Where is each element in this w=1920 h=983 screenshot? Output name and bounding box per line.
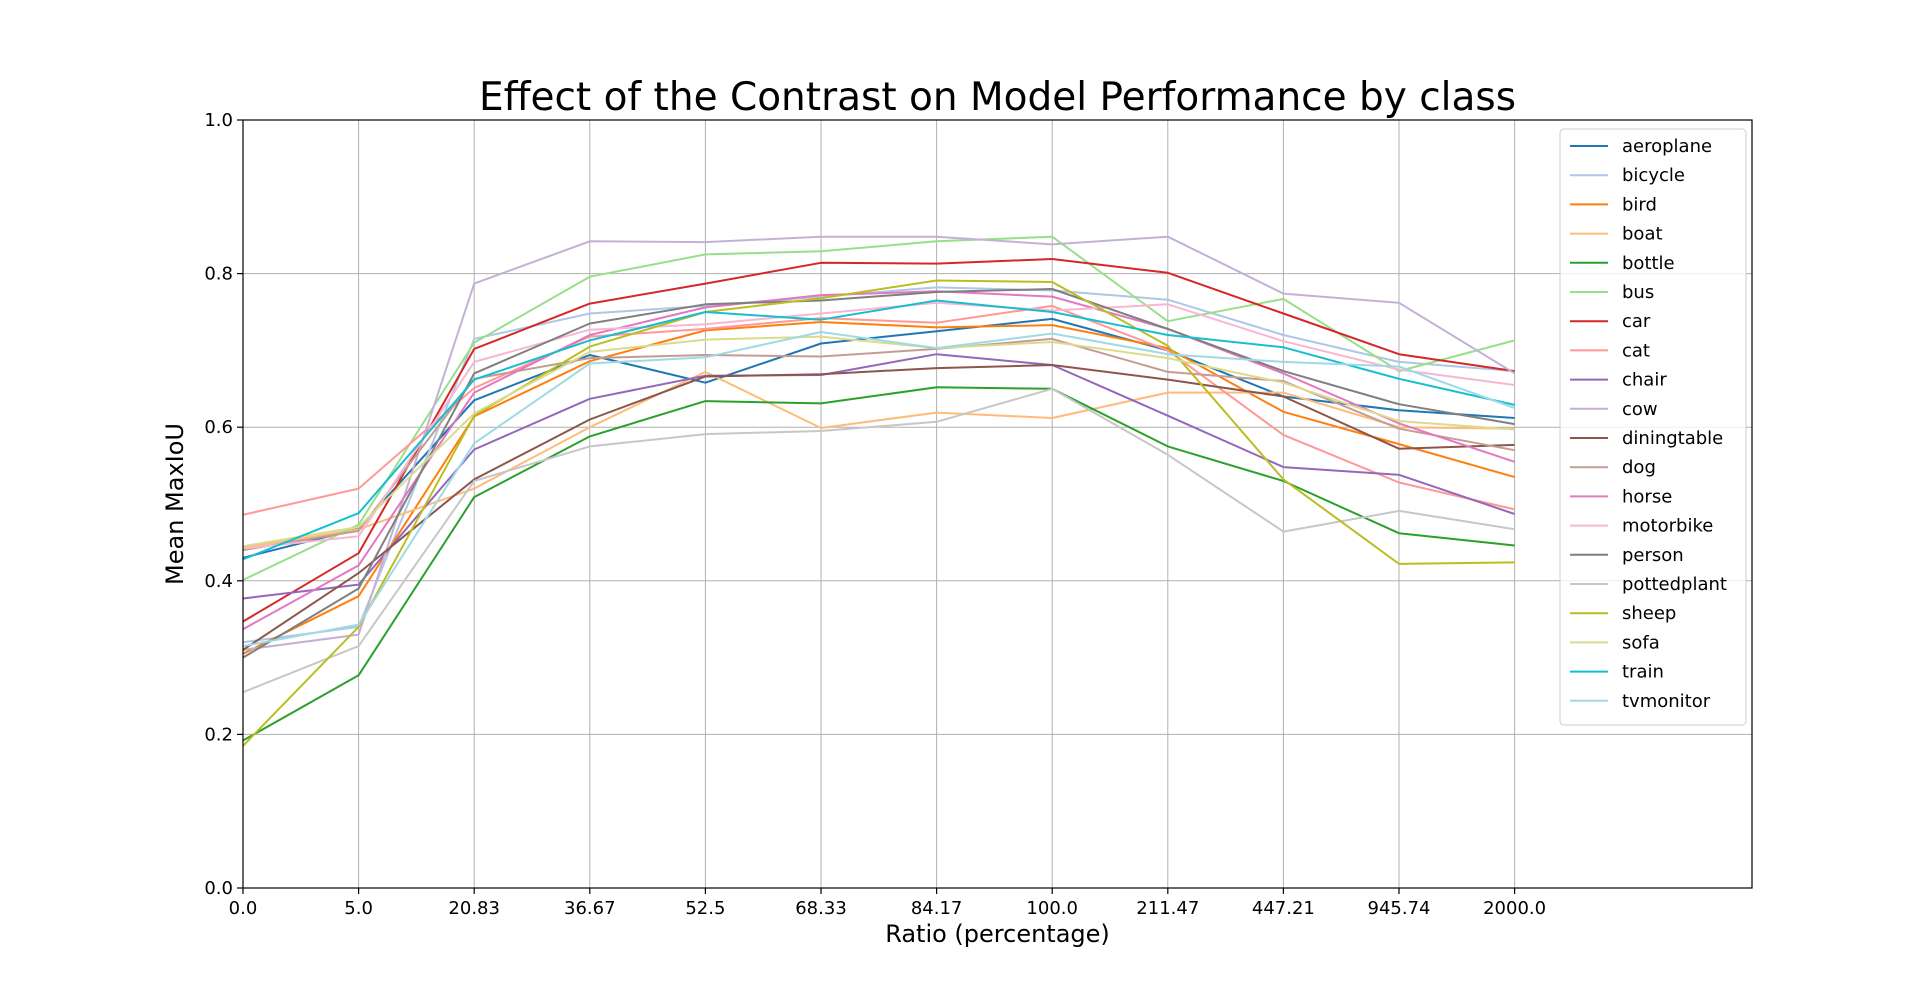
series-line-motorbike [242,301,1515,550]
legend-label: diningtable [1622,428,1723,449]
y-tick-label: 1.0 [204,110,233,131]
chart-title: Effect of the Contrast on Model Performa… [479,75,1516,120]
legend-label: bird [1622,194,1657,215]
x-tick-label: 100.0 [1026,898,1078,919]
legend-item-motorbike: motorbike [1570,516,1713,537]
legend: aeroplane bicycle bird boat bottle bus car cat c… [1559,128,1747,726]
legend-item-chair: chair [1570,370,1667,391]
series-lines [242,235,1516,747]
legend-label: pottedplant [1622,574,1727,595]
y-tick-label: 0.8 [204,264,233,285]
series-line-bird [242,321,1515,655]
x-tick-label: 211.47 [1136,898,1199,919]
series-line-bus [242,235,1515,581]
legend-label: sofa [1622,632,1660,653]
legend-item-car: car [1570,311,1651,332]
series-line-person [242,288,1515,659]
x-axis-label: Ratio (percentage) [885,920,1110,948]
x-tick-label: 52.5 [685,898,725,919]
legend-item-pottedplant: pottedplant [1570,574,1727,595]
x-tick-label: 447.21 [1252,898,1315,919]
legend-label: motorbike [1622,516,1713,537]
series-line-tvmonitor [242,331,1515,648]
plot-frame [242,119,1753,889]
x-tick-label: 2000.0 [1483,898,1546,919]
legend-label: horse [1622,486,1672,507]
legend-label: chair [1622,370,1667,391]
legend-label: car [1622,311,1651,332]
legend-item-train: train [1570,662,1664,683]
y-axis-label: Mean MaxIoU [161,423,189,585]
y-tick-label: 0.6 [204,417,233,438]
legend-item-bird: bird [1570,194,1657,215]
legend-item-bicycle: bicycle [1570,165,1685,186]
series-line-bicycle [242,286,1515,644]
series-line-car [242,258,1515,623]
axis-ticks: 0.0 5.0 20.83 36.67 52.5 68.33 84.17 100.0 211.4… [204,110,1546,919]
series-line-sheep [242,279,1515,747]
series-line-diningtable [242,364,1515,651]
x-tick-label: 945.74 [1368,898,1431,919]
series-line-horse [242,290,1515,631]
legend-label: tvmonitor [1622,691,1711,712]
legend-label: cat [1622,340,1650,361]
legend-box [1559,128,1747,726]
series-line-train [242,299,1515,561]
legend-item-cow: cow [1570,399,1658,420]
legend-label: dog [1622,457,1656,478]
x-tick-label: 0.0 [229,898,258,919]
legend-label: train [1622,662,1664,683]
y-tick-label: 0.0 [204,878,233,899]
legend-item-tvmonitor: tvmonitor [1570,691,1711,712]
series-line-pottedplant [242,387,1515,694]
legend-item-person: person [1570,545,1684,566]
legend-item-bottle: bottle [1570,253,1675,274]
legend-label: aeroplane [1622,136,1712,157]
x-tick-label: 5.0 [344,898,373,919]
legend-label: person [1622,545,1684,566]
legend-label: cow [1622,399,1658,420]
legend-item-cat: cat [1570,340,1650,361]
legend-item-bus: bus [1570,282,1654,303]
legend-item-diningtable: diningtable [1570,428,1723,449]
series-line-bottle [242,386,1515,742]
legend-item-horse: horse [1570,486,1672,507]
y-tick-label: 0.4 [204,571,233,592]
legend-label: bottle [1622,253,1675,274]
y-tick-label: 0.2 [204,724,233,745]
legend-item-dog: dog [1570,457,1656,478]
series-line-cow [242,235,1516,651]
x-tick-label: 84.17 [911,898,963,919]
legend-label: sheep [1622,603,1676,624]
legend-label: boat [1622,224,1663,245]
legend-label: bicycle [1622,165,1685,186]
x-tick-label: 68.33 [795,898,847,919]
legend-item-sofa: sofa [1570,632,1660,653]
x-tick-label: 20.83 [448,898,500,919]
legend-label: bus [1622,282,1654,303]
legend-item-sheep: sheep [1570,603,1676,624]
legend-item-boat: boat [1570,224,1663,245]
series-line-sofa [242,335,1515,548]
x-tick-label: 36.67 [564,898,616,919]
legend-item-aeroplane: aeroplane [1570,136,1712,157]
